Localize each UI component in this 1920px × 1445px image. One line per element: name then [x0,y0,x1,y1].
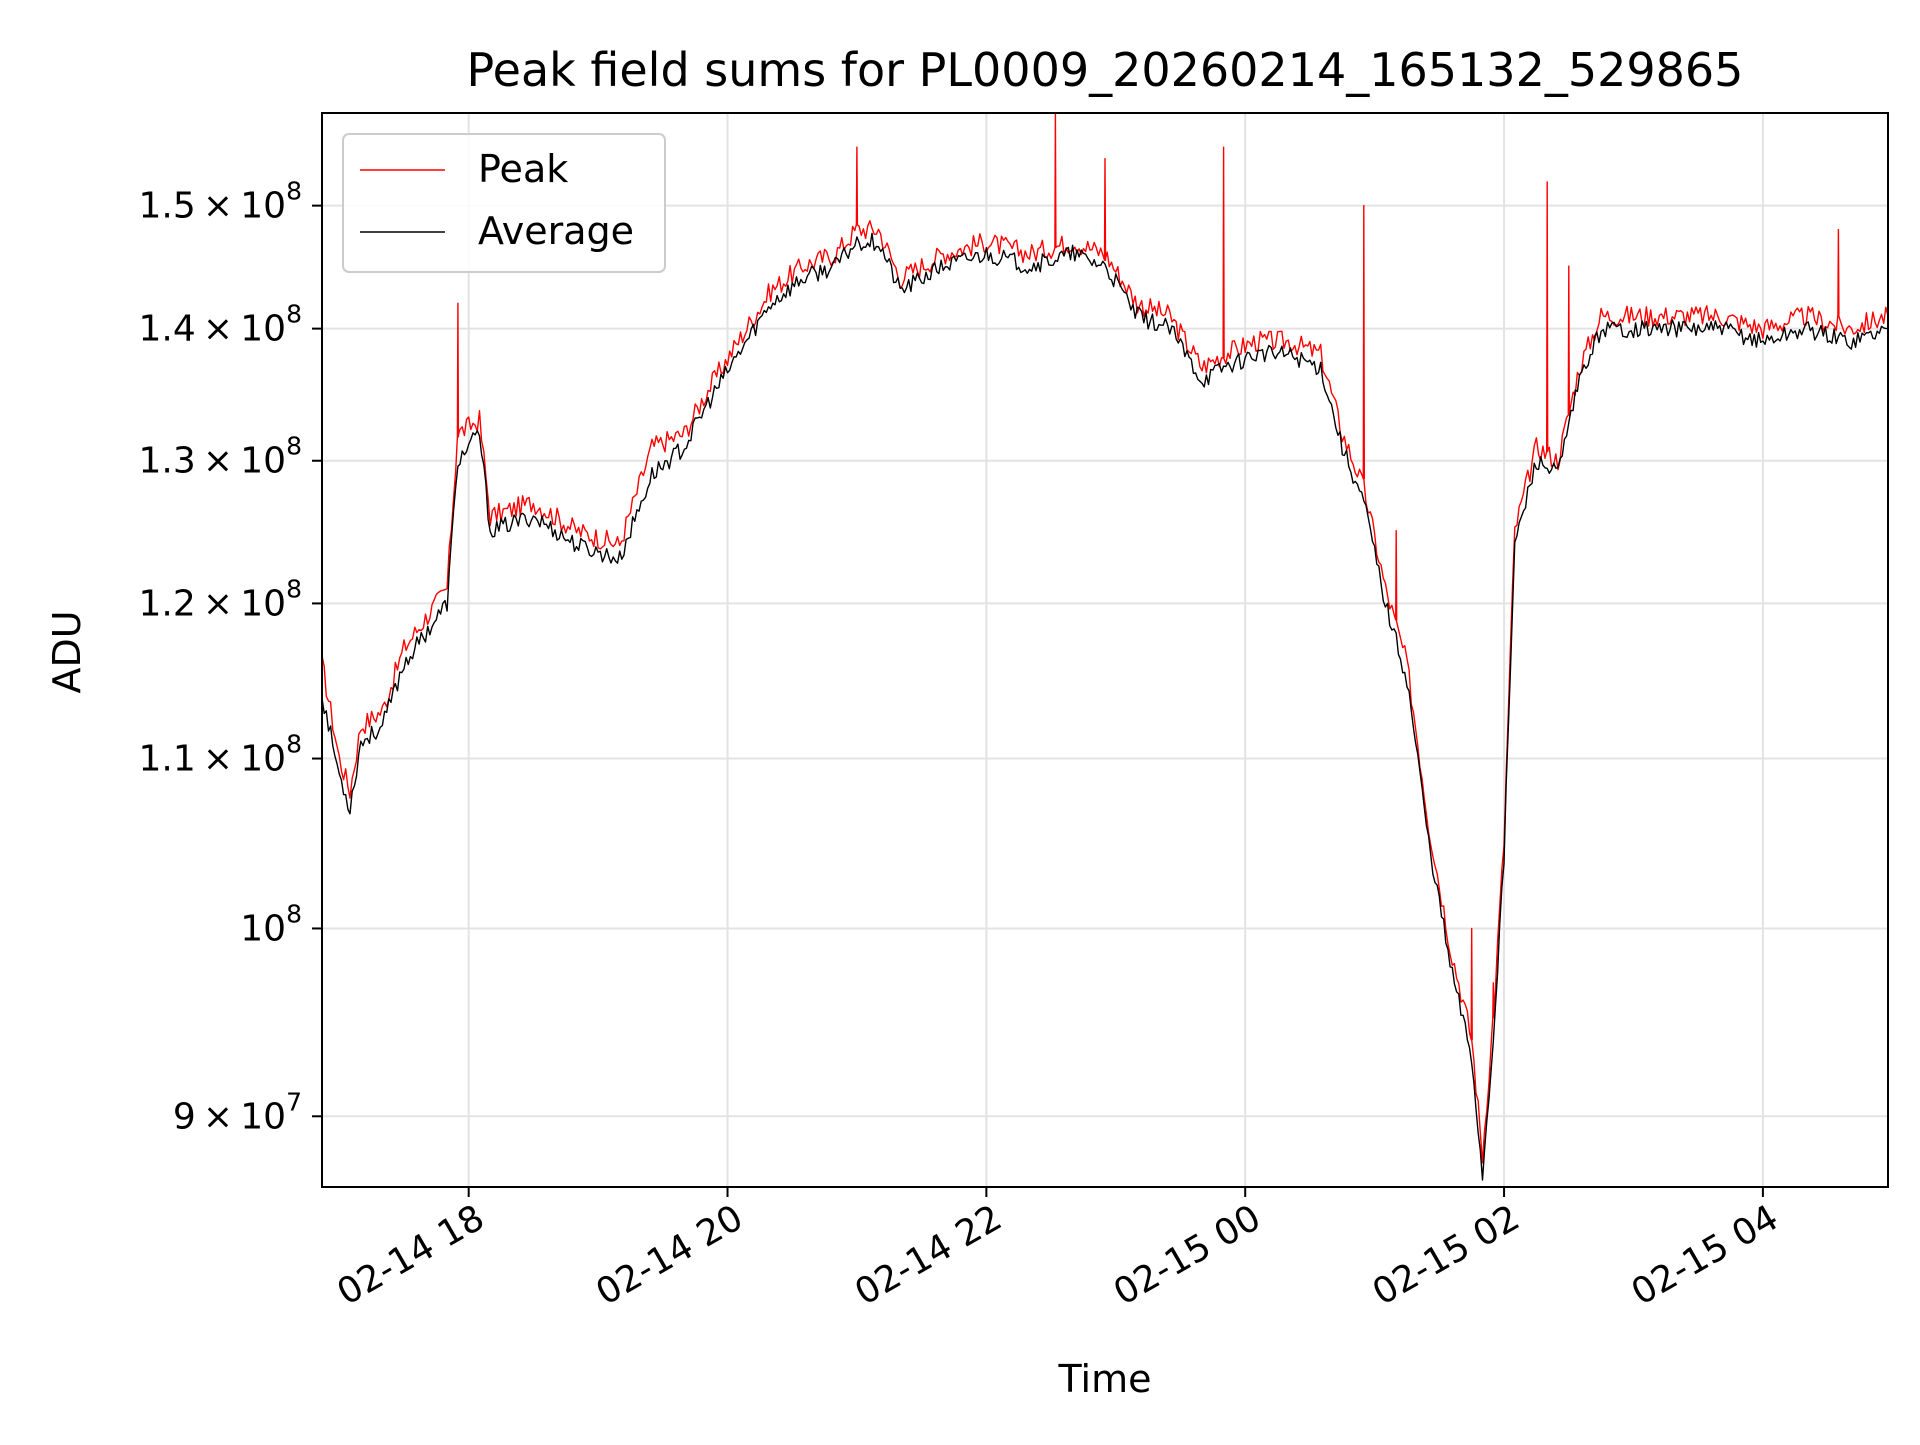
y-axis-label: ADU [45,610,89,693]
series-line-average [322,232,1888,1181]
y-tick-label: 1.1 × 108 [138,730,302,780]
legend-label-peak: Peak [478,147,568,191]
x-axis-label: Time [1058,1357,1152,1401]
plot-lines [322,113,1888,1181]
legend-box [342,133,666,273]
y-tick-label: 1.3 × 108 [138,432,302,482]
plot-frame [321,112,1889,1188]
y-tick-label: 1.2 × 108 [138,574,302,624]
legend-label-average: Average [478,209,634,253]
y-tick-label: 1.4 × 108 [138,300,302,350]
grid [322,113,1888,1187]
chart-title: Peak field sums for PL0009_20260214_1651… [467,43,1744,97]
y-axis: 9 × 107 108 1.1 × 108 1.2 × 108 1.3 × 108 1.4… [138,177,322,1137]
y-tick-label: 1.5 × 108 [138,177,302,227]
legend: Peak Average [342,133,666,273]
y-tick-label: 9 × 107 [173,1087,302,1137]
series-line-peak [322,113,1888,1164]
y-tick-label: 108 [240,899,302,949]
